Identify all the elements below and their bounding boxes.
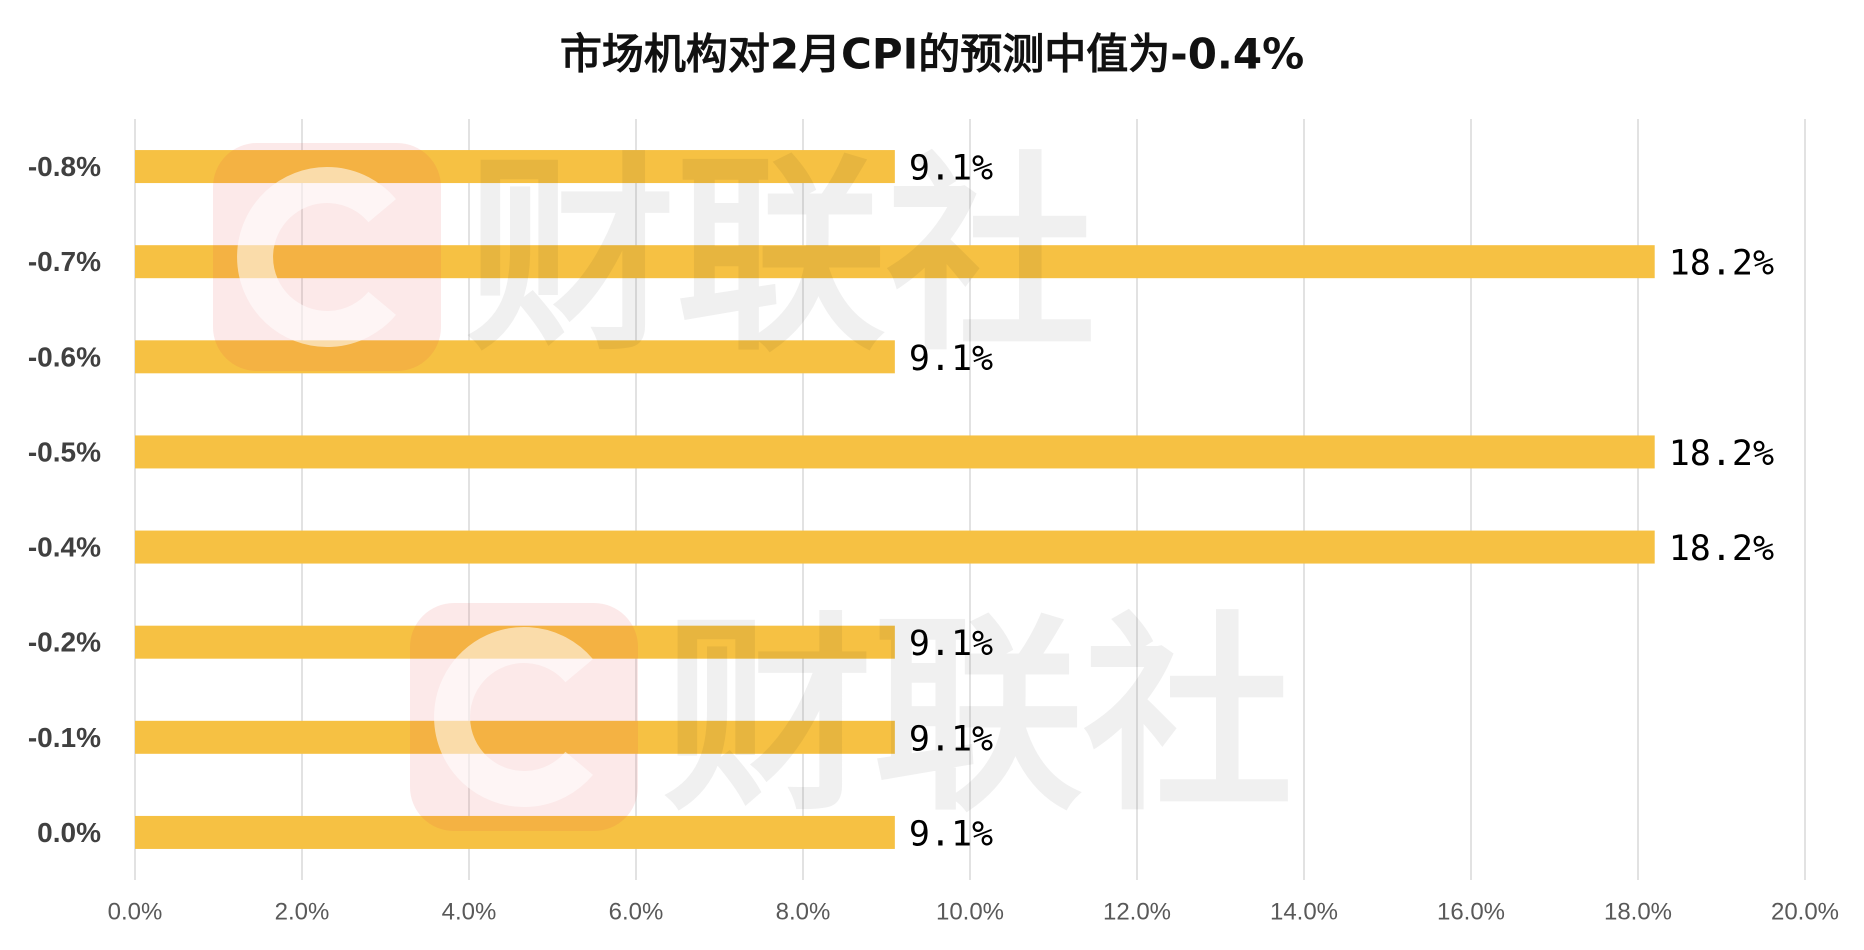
x-tick-label: 20.0% bbox=[1771, 899, 1839, 926]
x-axis-tick-labels: 0.0% 2.0% 4.0% 6.0% 8.0% 10.0% 12.0% 14.0% 16.0%… bbox=[108, 899, 1839, 926]
y-axis-category-labels: -0.8% -0.7% -0.6% -0.5% -0.4% -0.2% -0.1% 0.0% bbox=[28, 151, 101, 848]
data-label: 9.1% bbox=[909, 149, 993, 189]
bar bbox=[135, 150, 895, 184]
bar bbox=[135, 245, 1655, 279]
chart-title: 市场机构对2月CPI的预测中值为-0.4% bbox=[560, 30, 1304, 79]
data-label: 18.2% bbox=[1669, 244, 1774, 284]
bar bbox=[135, 530, 1655, 564]
bar bbox=[135, 435, 1655, 469]
x-tick-label: 8.0% bbox=[776, 899, 831, 926]
category-label: -0.1% bbox=[28, 722, 101, 753]
x-tick-label: 14.0% bbox=[1270, 899, 1338, 926]
category-label: -0.2% bbox=[28, 627, 101, 658]
data-label: 9.1% bbox=[909, 624, 993, 664]
data-labels: 9.1% 18.2% 9.1% 18.2% 18.2% 9.1% 9.1% 9.1% bbox=[909, 149, 1774, 855]
category-label: -0.6% bbox=[28, 341, 101, 372]
x-tick-label: 16.0% bbox=[1437, 899, 1505, 926]
x-tick-label: 6.0% bbox=[609, 899, 664, 926]
x-tick-label: 10.0% bbox=[936, 899, 1004, 926]
x-tick-label: 12.0% bbox=[1103, 899, 1171, 926]
category-label: -0.5% bbox=[28, 436, 101, 467]
data-label: 18.2% bbox=[1669, 529, 1774, 569]
data-label: 9.1% bbox=[909, 339, 993, 379]
x-tick-label: 0.0% bbox=[108, 899, 163, 926]
data-label: 18.2% bbox=[1669, 434, 1774, 474]
category-label: -0.7% bbox=[28, 246, 101, 277]
cls-logo-c-mark bbox=[434, 627, 593, 807]
gridlines bbox=[134, 119, 1806, 880]
category-label: 0.0% bbox=[37, 817, 101, 848]
bar bbox=[135, 815, 895, 849]
x-tick-label: 4.0% bbox=[442, 899, 497, 926]
bars bbox=[135, 150, 1655, 849]
bar bbox=[135, 625, 895, 659]
data-label: 9.1% bbox=[909, 719, 993, 759]
x-tick-label: 18.0% bbox=[1604, 899, 1672, 926]
bar bbox=[135, 720, 895, 754]
x-tick-label: 2.0% bbox=[275, 899, 330, 926]
bar bbox=[135, 340, 895, 374]
data-label: 9.1% bbox=[909, 814, 993, 854]
category-label: -0.8% bbox=[28, 151, 101, 182]
category-label: -0.4% bbox=[28, 532, 101, 563]
